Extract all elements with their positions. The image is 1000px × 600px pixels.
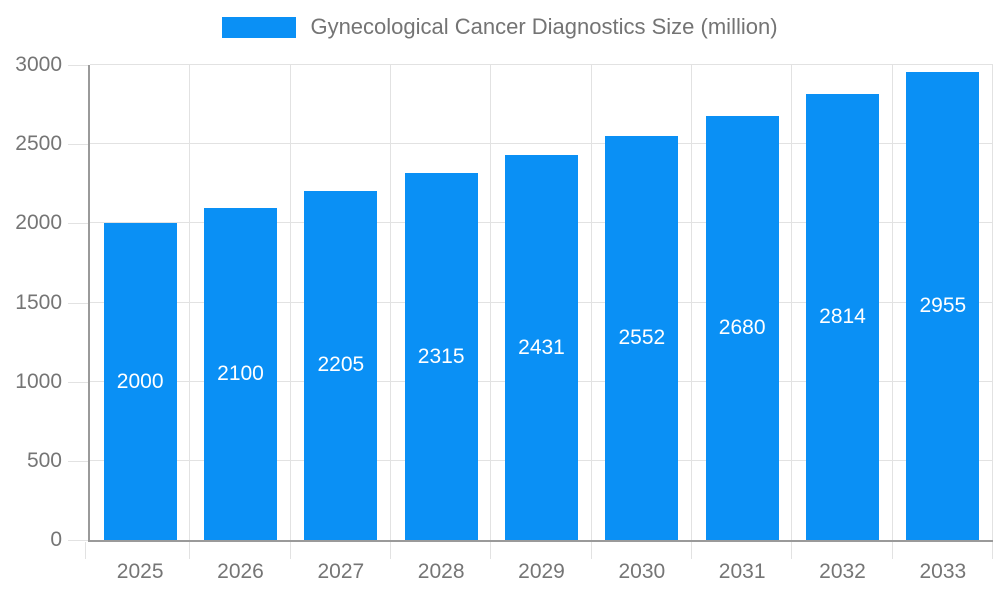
x-axis-tick xyxy=(490,542,492,559)
gridline-vertical xyxy=(691,65,692,540)
y-axis-tick-label: 3000 xyxy=(15,53,62,76)
y-axis-tick xyxy=(68,144,88,146)
x-axis-tick xyxy=(992,542,993,559)
y-axis-tick-label: 2000 xyxy=(15,211,62,235)
bar[interactable]: 2680 xyxy=(705,115,779,540)
bar-value-label: 2100 xyxy=(217,361,264,385)
bar-value-label: 2955 xyxy=(919,294,967,318)
bar-value-label: 2552 xyxy=(618,325,666,349)
x-axis-tick-label: 2029 xyxy=(518,560,565,583)
bar-value-label: 2315 xyxy=(417,344,465,368)
bar[interactable]: 2814 xyxy=(806,94,879,540)
bar-value-label: 2000 xyxy=(116,369,164,393)
bar-value-label: 2431 xyxy=(518,335,565,359)
x-axis-tick xyxy=(891,542,893,559)
y-axis-tick xyxy=(68,460,88,462)
y-axis-tick-label: 1500 xyxy=(15,290,62,314)
gridline-vertical xyxy=(590,65,592,540)
gridline-vertical xyxy=(791,65,793,540)
x-axis-tick xyxy=(590,542,592,559)
bar-value-label: 2680 xyxy=(718,315,766,339)
gridline-vertical xyxy=(891,65,893,540)
x-axis-tick xyxy=(390,542,391,559)
y-axis-tick-label: 2500 xyxy=(15,132,62,156)
bar-value-label: 2814 xyxy=(819,305,866,329)
x-axis-tick-label: 2027 xyxy=(317,560,365,583)
bar[interactable]: 2000 xyxy=(103,223,177,540)
bar[interactable]: 2205 xyxy=(304,190,378,540)
bar[interactable]: 2431 xyxy=(505,155,578,540)
gridline-vertical xyxy=(390,65,391,540)
y-axis-tick xyxy=(68,302,88,304)
gridline-horizontal xyxy=(90,143,993,145)
plot-area: 2000 2100 2205 2315 2431 2552 2680 2814 2955 xyxy=(88,64,993,542)
x-axis-tick-label: 2032 xyxy=(819,560,866,583)
bar[interactable]: 2100 xyxy=(204,207,277,540)
legend-label: Gynecological Cancer Diagnostics Size (m… xyxy=(310,14,778,39)
gridline-vertical xyxy=(992,65,993,540)
y-axis-tick xyxy=(68,381,88,383)
x-axis-tick xyxy=(85,542,86,559)
gridline-vertical xyxy=(490,65,492,540)
bar[interactable]: 2315 xyxy=(404,173,478,540)
gridline-vertical xyxy=(189,65,191,540)
y-axis-tick-label: 0 xyxy=(50,528,62,551)
x-axis-tick xyxy=(791,542,793,559)
legend-swatch xyxy=(222,16,297,38)
y-axis-tick-label: 1000 xyxy=(15,369,62,393)
bar[interactable]: 2955 xyxy=(906,72,980,540)
y-axis-tick-label: 500 xyxy=(26,448,62,472)
x-axis-tick-label: 2030 xyxy=(618,560,666,583)
x-axis-tick xyxy=(289,542,291,559)
x-axis-tick-label: 2026 xyxy=(217,560,264,583)
x-axis-tick-label: 2025 xyxy=(116,560,164,583)
x-axis-tick-label: 2031 xyxy=(718,560,766,583)
bar-value-label: 2205 xyxy=(317,353,365,377)
gridline-vertical xyxy=(289,65,291,540)
bar[interactable]: 2552 xyxy=(605,135,679,540)
y-axis-tick xyxy=(68,65,88,66)
legend[interactable]: Gynecological Cancer Diagnostics Size (m… xyxy=(0,14,1000,40)
y-axis-tick xyxy=(68,540,88,541)
x-axis-tick xyxy=(189,542,191,559)
gridline-horizontal xyxy=(90,64,993,65)
y-axis-tick xyxy=(68,223,88,225)
x-axis-tick-label: 2033 xyxy=(919,560,967,583)
x-axis-tick-label: 2028 xyxy=(417,560,465,583)
x-axis-tick xyxy=(691,542,692,559)
